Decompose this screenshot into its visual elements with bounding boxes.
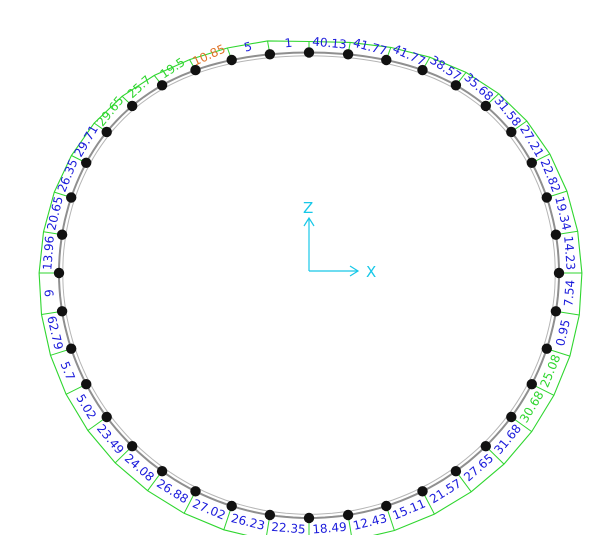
member-value-label: 35.68 [461, 70, 496, 104]
ring-node [56, 306, 68, 317]
member-value-label: 30.68 [517, 388, 547, 425]
ring-node [66, 343, 77, 354]
member-value-label: 1 [284, 36, 293, 51]
member-value-label: 26.88 [154, 476, 191, 506]
ring-node [550, 306, 562, 317]
member-value-label: 21.57 [427, 476, 464, 506]
ring-node [450, 466, 462, 477]
ring-node [526, 379, 537, 390]
member-value-label: 19.34 [552, 195, 573, 232]
ring-node [526, 157, 537, 168]
ring-node [342, 49, 354, 60]
ring-node [190, 64, 201, 76]
ring-node [342, 509, 354, 521]
ring-node [450, 80, 462, 91]
member-value-label: 14.23 [561, 235, 578, 270]
node-set [53, 47, 565, 524]
ring-node [541, 192, 552, 203]
ring-node [381, 54, 392, 66]
member-value-label: 31.58 [491, 94, 524, 129]
ring-node [480, 441, 491, 452]
member-value-label: 22.35 [271, 520, 306, 535]
envelope-outline [38, 40, 583, 535]
force-envelope [38, 40, 583, 535]
z-axis-arrowhead [303, 216, 315, 227]
ring-node [480, 100, 491, 112]
ring-node [226, 500, 237, 512]
ring-node [81, 379, 92, 390]
ring-node [156, 80, 168, 91]
member-value-label: 5 [242, 39, 253, 55]
ring-node [417, 64, 428, 76]
value-label-set: 40.13 41.77 41.77 38.5735.6831.5827.2122.82… [40, 35, 577, 535]
member-value-label: 26.35 [55, 157, 81, 194]
member-value-label: 0.95 [553, 318, 573, 347]
axis-triad: Z X [303, 199, 376, 281]
z-axis-label: Z [303, 199, 313, 217]
ring-node [506, 126, 517, 138]
member-value-label: 40.13 [312, 35, 347, 52]
member-value-label: 23.49 [94, 422, 127, 457]
ring-node [303, 512, 315, 524]
member-value-label: 5.02 [73, 392, 99, 422]
ring-node [541, 343, 552, 354]
ring-node [226, 54, 237, 66]
x-axis-label: X [366, 263, 376, 281]
ring-node [101, 126, 112, 138]
ring-node [56, 229, 68, 240]
ring-node [264, 509, 276, 521]
ring-node [53, 267, 65, 279]
member-value-label: 62.79 [44, 314, 65, 351]
ring-node [506, 411, 517, 423]
ring-node [127, 441, 138, 452]
ring-node [101, 411, 112, 423]
member-value-label: 6 [41, 289, 56, 298]
ring-node [381, 500, 392, 512]
ring-node [190, 486, 201, 497]
ring-node [264, 49, 276, 60]
ring-node [127, 100, 138, 112]
ring-node [417, 486, 428, 497]
member-value-label: 10.85 [190, 42, 227, 69]
ring-node [553, 267, 565, 279]
member-value-label: 31.68 [491, 422, 524, 457]
member-value-label: 7.54 [561, 279, 577, 307]
ring-node [66, 192, 77, 203]
member-value-label: 5.7 [58, 360, 78, 383]
member-value-label: 13.96 [40, 235, 57, 270]
member-value-label: 19.5 [158, 55, 188, 81]
member-value-label: 24.08 [122, 451, 157, 484]
member-value-label: 18.49 [312, 520, 347, 535]
member-value-label: 41.77 [390, 42, 427, 69]
member-value-label: 20.65 [44, 195, 65, 232]
ring-node [81, 157, 92, 168]
ring-node [550, 229, 562, 240]
member-value-label: 29.65 [94, 94, 127, 129]
member-value-label: 25.08 [537, 352, 563, 389]
ring-node [156, 466, 168, 477]
member-value-label: 29.71 [71, 123, 101, 160]
member-value-label: 27.21 [517, 123, 547, 160]
member-value-label: 27.65 [461, 451, 496, 484]
ring-node [303, 47, 315, 58]
x-axis-arrowhead [349, 265, 360, 277]
